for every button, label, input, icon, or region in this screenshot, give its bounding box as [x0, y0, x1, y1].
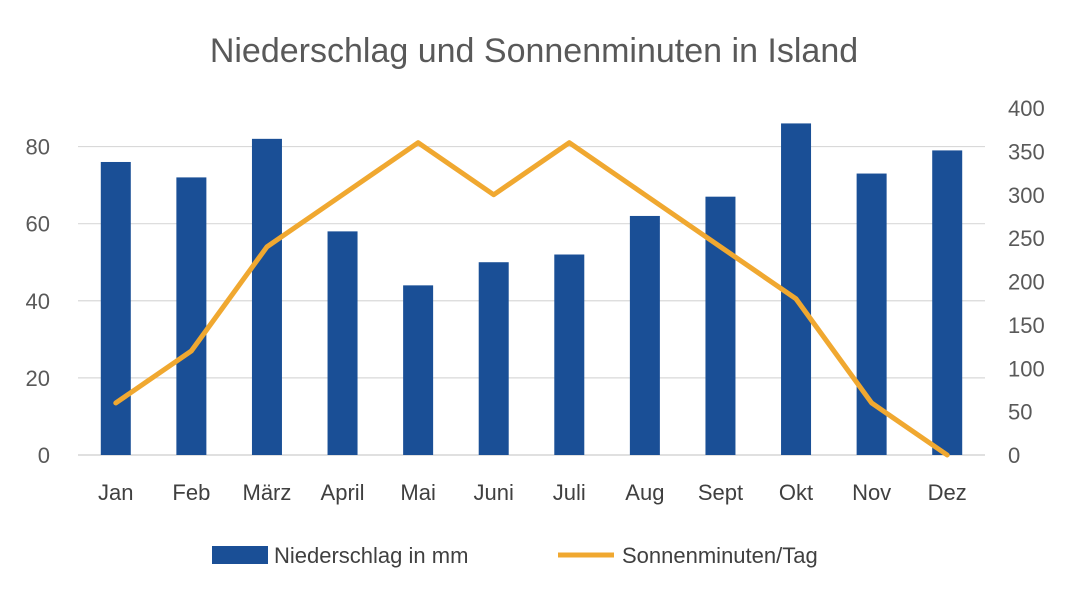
bar [327, 231, 358, 455]
category-label: März [243, 480, 292, 505]
right-tick-label: 300 [1008, 183, 1045, 208]
left-tick-label: 20 [26, 366, 50, 391]
category-axis: Jan Feb März April Mai Juni Juli Aug Sept Okt Nov D… [98, 480, 967, 505]
right-tick-label: 100 [1008, 356, 1045, 381]
bar [932, 150, 963, 455]
right-tick-label: 400 [1008, 96, 1045, 121]
right-tick-label: 200 [1008, 270, 1045, 295]
bar [629, 215, 660, 455]
bar [100, 161, 131, 455]
bar [403, 285, 434, 455]
legend-label-niederschlag: Niederschlag in mm [274, 543, 468, 568]
category-label: Dez [928, 480, 967, 505]
legend-swatch-niederschlag [212, 546, 268, 564]
line-series [113, 140, 950, 458]
left-axis: 0 20 40 60 80 [26, 135, 50, 468]
category-label: Sept [698, 480, 743, 505]
left-tick-label: 0 [38, 443, 50, 468]
bar-series [100, 123, 963, 456]
category-label: Jan [98, 480, 133, 505]
category-label: Feb [172, 480, 210, 505]
bar [251, 138, 282, 455]
sonnenminuten-line [113, 140, 950, 458]
bar [554, 254, 585, 455]
category-label: Aug [625, 480, 664, 505]
category-label: April [321, 480, 365, 505]
legend-label-sonnenminuten: Sonnenminuten/Tag [622, 543, 818, 568]
category-label: Okt [779, 480, 813, 505]
bar [705, 196, 736, 455]
category-label: Juni [474, 480, 514, 505]
bar [176, 177, 207, 455]
category-label: Juli [553, 480, 586, 505]
bar [478, 262, 509, 455]
right-axis: 0 50 100 150 200 250 300 350 400 [1008, 96, 1045, 468]
left-tick-label: 80 [26, 135, 50, 160]
right-tick-label: 150 [1008, 313, 1045, 338]
left-tick-label: 40 [26, 289, 50, 314]
right-tick-label: 250 [1008, 226, 1045, 251]
gridlines [78, 145, 985, 456]
category-label: Mai [400, 480, 435, 505]
left-tick-label: 60 [26, 212, 50, 237]
right-tick-label: 50 [1008, 400, 1032, 425]
legend: Niederschlag in mm Sonnenminuten/Tag [212, 543, 818, 568]
right-tick-label: 350 [1008, 139, 1045, 164]
right-tick-label: 0 [1008, 443, 1020, 468]
chart-title: Niederschlag und Sonnenminuten in Island [210, 32, 858, 70]
category-label: Nov [852, 480, 891, 505]
